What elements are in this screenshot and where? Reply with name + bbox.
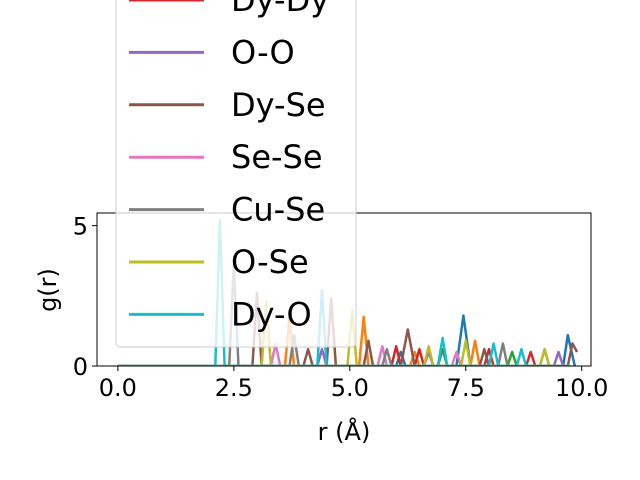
x-tick-label: 5.0 <box>331 374 369 402</box>
legend-label: Se-Se <box>231 138 323 176</box>
x-tick-label: 7.5 <box>447 374 485 402</box>
series-line-3 <box>117 345 571 366</box>
legend-box <box>115 0 357 348</box>
y-tick-label: 5 <box>73 213 88 241</box>
series-line-4 <box>117 347 571 366</box>
series-line-5 <box>117 291 579 366</box>
legend: Dy-Dy O-O Dy-Se Se-Se Cu-Se O-Se Dy-O <box>115 0 357 348</box>
x-axis-label: r (Å) <box>318 417 371 446</box>
legend-label: Dy-O <box>231 295 312 333</box>
legend-label: Dy-Se <box>231 86 326 124</box>
y-axis-ticks: 05 <box>73 213 97 381</box>
legend-label: Cu-Se <box>231 191 325 229</box>
x-tick-label: 0.0 <box>99 374 137 402</box>
x-axis-ticks: 0.0 2.5 5.0 7.5 10.0 <box>99 366 608 402</box>
legend-label: Dy-Dy <box>231 0 329 19</box>
y-tick-label: 0 <box>73 353 88 381</box>
x-tick-label: 2.5 <box>215 374 253 402</box>
legend-label: O-Se <box>231 243 309 281</box>
x-tick-label: 10.0 <box>555 374 608 402</box>
legend-label: O-O <box>231 33 295 71</box>
y-axis-label: g(r) <box>34 268 62 312</box>
series-line-6 <box>117 342 571 366</box>
